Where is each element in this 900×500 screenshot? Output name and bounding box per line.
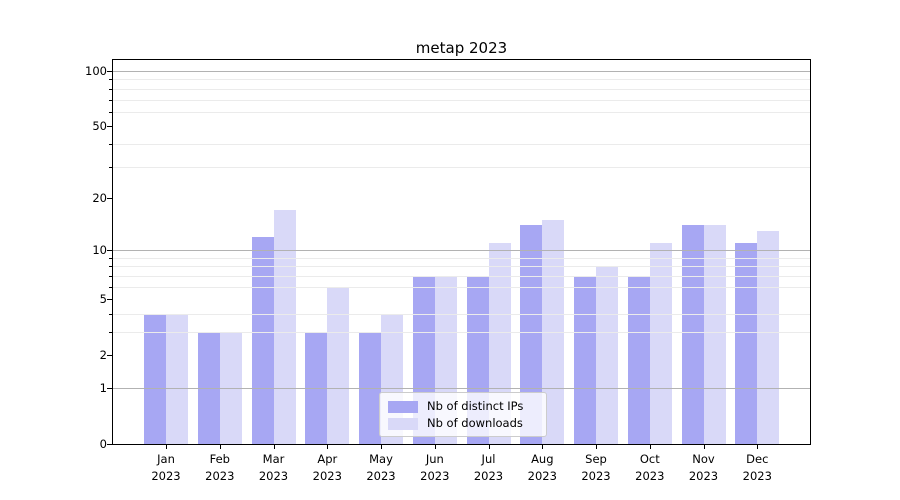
plot-area: 0 1 2 5 10 20 50 100 Jan 2023 Feb 2023 Mar 2023 Apr… xyxy=(85,59,811,483)
y-minor-tick xyxy=(109,88,112,90)
y-tick-label: 5 xyxy=(99,292,107,307)
x-tick-label: Mar 2023 xyxy=(258,452,289,483)
bar-downloads-nov xyxy=(703,225,726,444)
y-minor-tick xyxy=(109,111,112,113)
x-tick-label: Feb 2023 xyxy=(205,452,235,483)
bar-ips-sep xyxy=(574,275,596,444)
minor-gridline xyxy=(113,88,810,90)
axis-spine-left xyxy=(112,60,113,445)
x-tick xyxy=(757,445,759,449)
y-tick xyxy=(107,444,112,445)
x-tick xyxy=(166,445,167,449)
minor-gridline xyxy=(113,257,810,259)
bar-downloads-sep xyxy=(596,266,618,444)
x-tick-label: May 2023 xyxy=(366,452,396,483)
bar-downloads-feb xyxy=(219,331,242,444)
bar-downloads-dec xyxy=(757,230,780,444)
y-tick-label: 20 xyxy=(92,190,107,205)
y-minor-tick xyxy=(109,275,112,277)
x-tick-label: Aug 2023 xyxy=(527,452,557,483)
minor-gridline xyxy=(113,275,810,277)
axis-spine-bottom xyxy=(112,444,811,445)
chart-title: metap 2023 xyxy=(415,39,508,57)
minor-gridline xyxy=(113,266,810,268)
y-minor-tick xyxy=(109,266,112,268)
axis-spine-right xyxy=(810,60,811,445)
y-tick xyxy=(107,250,112,252)
y-tick xyxy=(107,126,112,128)
y-tick xyxy=(107,71,112,72)
x-tick xyxy=(219,445,221,449)
bar-ips-jan xyxy=(144,313,166,444)
y-tick-label: 1 xyxy=(99,381,107,395)
x-tick-label: Jan 2023 xyxy=(151,452,181,483)
bar-ips-apr xyxy=(305,331,328,444)
minor-gridline xyxy=(113,166,810,168)
y-tick-label: 100 xyxy=(85,64,107,78)
x-tick-label: Sep 2023 xyxy=(581,452,611,483)
x-tick xyxy=(273,445,275,449)
y-minor-tick xyxy=(109,257,112,259)
x-tick xyxy=(542,445,544,449)
bar-ips-mar xyxy=(251,236,274,444)
legend-item-distinct-ips: Nb of distinct IPs xyxy=(388,399,538,414)
y-tick xyxy=(107,299,112,301)
x-tick xyxy=(596,445,597,449)
y-minor-tick xyxy=(109,166,112,168)
minor-gridline xyxy=(113,99,810,101)
x-tick xyxy=(327,445,329,449)
x-tick xyxy=(703,445,705,449)
minor-gridline xyxy=(113,332,810,333)
y-minor-tick xyxy=(109,332,112,333)
bar-ips-nov xyxy=(681,225,704,444)
bar-downloads-oct xyxy=(649,243,672,444)
x-tick-label: Jun 2023 xyxy=(420,452,450,483)
x-tick xyxy=(434,445,436,449)
bar-ips-may xyxy=(359,331,381,444)
y-tick-label: 50 xyxy=(92,119,107,134)
legend-swatch-distinct-ips xyxy=(388,400,418,413)
y-tick-label: 2 xyxy=(99,348,107,363)
y-minor-tick xyxy=(109,286,112,288)
bar-ips-dec xyxy=(735,243,758,444)
major-gridline xyxy=(113,71,810,72)
minor-gridline xyxy=(113,111,810,113)
major-gridline xyxy=(113,250,810,252)
axis-spine-top xyxy=(112,59,811,60)
y-tick xyxy=(107,355,112,357)
y-minor-tick xyxy=(109,79,112,81)
bar-ips-aug xyxy=(520,225,543,444)
y-minor-tick xyxy=(109,143,112,145)
legend: Nb of distinct IPs Nb of downloads xyxy=(379,392,547,437)
legend-label-downloads: Nb of downloads xyxy=(427,416,523,430)
y-tick-label: 10 xyxy=(92,243,107,258)
x-tick xyxy=(649,445,651,449)
legend-item-downloads: Nb of downloads xyxy=(388,416,538,431)
minor-gridline xyxy=(113,286,810,288)
bar-downloads-jan xyxy=(166,313,188,444)
bar-ips-feb xyxy=(197,331,220,444)
x-tick-label: Nov 2023 xyxy=(688,452,719,483)
y-tick xyxy=(107,388,112,389)
y-minor-tick xyxy=(109,313,112,315)
x-tick-label: Oct 2023 xyxy=(635,452,665,483)
x-tick-label: Dec 2023 xyxy=(742,452,772,483)
x-tick-label: Apr 2023 xyxy=(312,452,342,483)
bar-downloads-apr xyxy=(327,286,350,444)
minor-gridline xyxy=(113,79,810,81)
bar-downloads-mar xyxy=(273,210,296,444)
y-tick-label: 0 xyxy=(99,437,107,451)
minor-gridline xyxy=(113,313,810,315)
legend-swatch-downloads xyxy=(388,417,418,430)
legend-label-distinct-ips: Nb of distinct IPs xyxy=(427,399,524,413)
major-gridline xyxy=(113,388,810,389)
x-tick xyxy=(488,445,490,449)
y-minor-tick xyxy=(109,99,112,101)
minor-gridline xyxy=(113,143,810,145)
x-tick xyxy=(381,445,382,449)
y-tick xyxy=(107,197,112,199)
bar-ips-oct xyxy=(627,275,650,444)
x-tick-label: Jul 2023 xyxy=(473,452,504,483)
